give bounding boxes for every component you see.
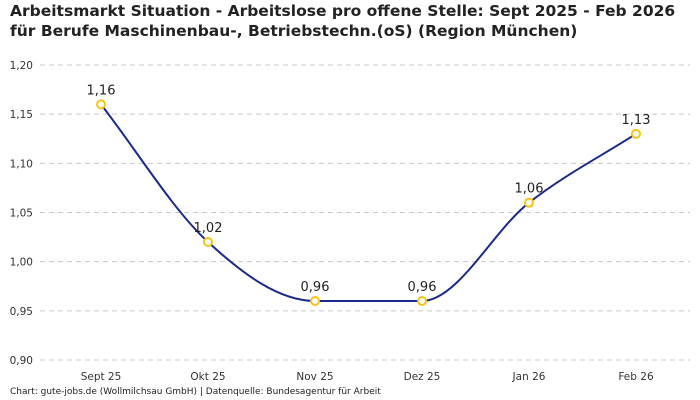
data-point (96, 99, 106, 110)
data-point (631, 128, 641, 139)
y-tick-label: 1,15 (10, 109, 33, 121)
data-label: 1,06 (515, 182, 544, 197)
x-tick-label: Dez 25 (404, 371, 441, 383)
x-tick-label: Feb 26 (618, 371, 654, 383)
chart-footer: Chart: gute-jobs.de (Wollmilchsau GmbH) … (10, 387, 381, 397)
x-tick-label: Okt 25 (190, 371, 225, 383)
data-point (417, 296, 427, 306)
y-tick-label: 1,05 (10, 208, 33, 220)
data-label: 0,96 (408, 280, 437, 295)
data-label: 1,16 (87, 83, 116, 98)
y-tick-label: 1,00 (10, 257, 33, 269)
x-tick-label: Nov 25 (296, 371, 333, 383)
data-point (524, 197, 534, 208)
data-label: 1,02 (194, 221, 223, 236)
data-point (310, 296, 320, 306)
y-tick-label: 0,90 (10, 355, 33, 367)
x-tick-label: Sept 25 (81, 371, 122, 383)
data-label: 0,96 (301, 280, 330, 295)
y-tick-label: 1,10 (10, 158, 33, 170)
y-tick-label: 0,95 (10, 306, 33, 318)
y-tick-label: 1,20 (10, 60, 33, 72)
chart-title: Arbeitsmarkt Situation - Arbeitslose pro… (10, 2, 676, 40)
data-point (203, 237, 213, 247)
data-label: 1,13 (622, 113, 651, 128)
x-tick-label: Jan 26 (512, 371, 546, 383)
series-line (100, 103, 637, 302)
